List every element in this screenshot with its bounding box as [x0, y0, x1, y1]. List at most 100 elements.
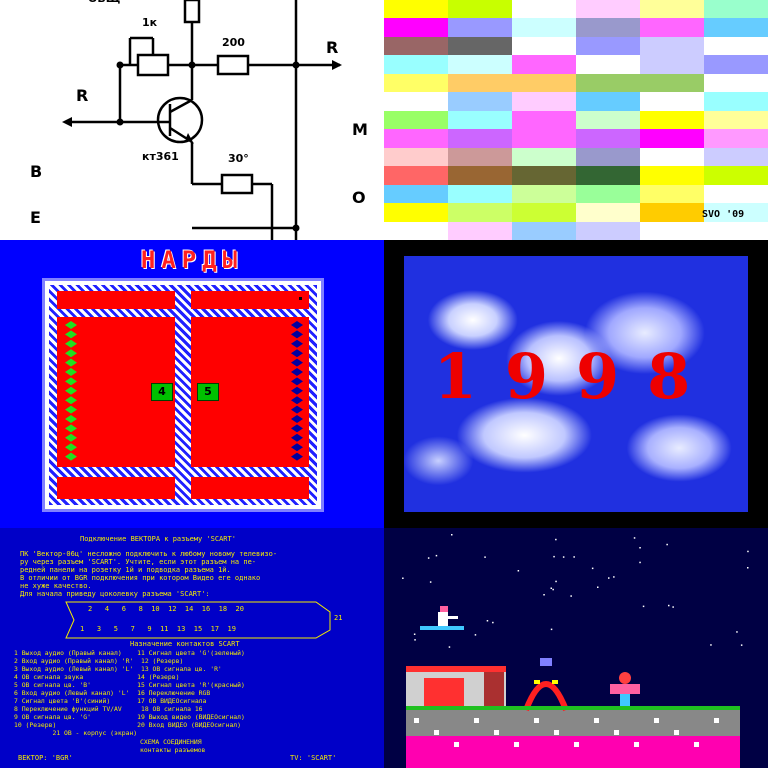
- palette-swatch[interactable]: [448, 92, 512, 111]
- blue-checker-stack[interactable]: [291, 321, 303, 461]
- green-checker: [65, 368, 77, 376]
- palette-swatch[interactable]: [640, 18, 704, 37]
- palette-swatch[interactable]: [640, 36, 704, 56]
- palette-swatch[interactable]: [704, 147, 768, 167]
- palette-swatch[interactable]: [384, 147, 448, 167]
- scart-pins-bottom: 1 3 5 7 9 11 13 15 17 19: [80, 625, 236, 633]
- palette-swatch[interactable]: [384, 184, 448, 204]
- palette-swatch[interactable]: [704, 55, 768, 74]
- palette-swatch[interactable]: [384, 73, 448, 93]
- palette-swatch[interactable]: [576, 73, 640, 93]
- palette-signature: SVO '09: [702, 209, 745, 220]
- palette-swatch[interactable]: [640, 92, 704, 111]
- palette-swatch[interactable]: [448, 129, 512, 148]
- palette-swatch[interactable]: [448, 221, 512, 240]
- palette-swatch[interactable]: [576, 92, 640, 111]
- player-on-carpet[interactable]: [420, 606, 464, 630]
- palette-swatch[interactable]: [448, 184, 512, 204]
- star: [639, 547, 641, 549]
- palette-swatch[interactable]: [704, 203, 768, 222]
- palette-swatch[interactable]: [704, 0, 768, 19]
- brick-house: [406, 666, 506, 710]
- palette-swatch[interactable]: [704, 166, 768, 185]
- manual-paragraph: ПК 'Вектор-06ц' несложно подключить к лю…: [20, 550, 278, 598]
- palette-swatch[interactable]: [384, 166, 448, 185]
- palette-swatch[interactable]: [576, 221, 640, 240]
- palette-swatch[interactable]: [640, 203, 704, 222]
- palette-swatch[interactable]: [384, 92, 448, 111]
- ground-block: [574, 742, 579, 747]
- palette-swatch[interactable]: [448, 0, 512, 19]
- palette-swatch[interactable]: [512, 0, 576, 19]
- die-2[interactable]: 5: [197, 383, 219, 401]
- palette-swatch[interactable]: [512, 184, 576, 204]
- palette-swatch[interactable]: [640, 166, 704, 185]
- palette-swatch[interactable]: [512, 18, 576, 37]
- palette-swatch[interactable]: [384, 0, 448, 19]
- palette-swatch[interactable]: [704, 73, 768, 93]
- palette-swatch[interactable]: [384, 18, 448, 37]
- palette-swatch[interactable]: [640, 55, 704, 74]
- palette-swatch[interactable]: [512, 73, 576, 93]
- palette-swatch[interactable]: [448, 55, 512, 74]
- manual-heading: Подключение ВЕКТОРА к разъему 'SCART': [80, 535, 236, 543]
- palette-swatch[interactable]: [704, 36, 768, 56]
- palette-swatch[interactable]: [576, 203, 640, 222]
- green-checker-stack[interactable]: [65, 321, 77, 461]
- palette-swatch[interactable]: [704, 129, 768, 148]
- palette-swatch[interactable]: [640, 147, 704, 167]
- blue-checker: [291, 405, 303, 414]
- palette-swatch[interactable]: [384, 129, 448, 148]
- palette-swatch[interactable]: [576, 110, 640, 130]
- palette-swatch[interactable]: [576, 0, 640, 19]
- palette-swatch[interactable]: [448, 110, 512, 130]
- palette-swatch[interactable]: [512, 92, 576, 111]
- green-checker: [65, 433, 77, 442]
- palette-swatch[interactable]: [512, 147, 576, 167]
- palette-swatch[interactable]: [704, 110, 768, 130]
- palette-swatch[interactable]: [640, 184, 704, 204]
- label-r-right: R: [326, 38, 339, 57]
- palette-swatch[interactable]: [448, 73, 512, 93]
- palette-swatch[interactable]: [512, 110, 576, 130]
- palette-swatch[interactable]: [448, 203, 512, 222]
- palette-swatch[interactable]: [512, 55, 576, 74]
- palette-swatch[interactable]: [448, 36, 512, 56]
- year-title: 1998: [433, 340, 719, 413]
- palette-swatch[interactable]: [640, 129, 704, 148]
- palette-swatch[interactable]: [512, 129, 576, 148]
- palette-swatch[interactable]: [640, 73, 704, 93]
- palette-swatch[interactable]: [384, 221, 448, 240]
- palette-swatch[interactable]: [384, 55, 448, 74]
- label-30: 30°: [228, 152, 249, 165]
- checkers: [65, 321, 303, 461]
- palette-swatch[interactable]: [704, 18, 768, 37]
- palette-swatch[interactable]: [512, 166, 576, 185]
- die-1[interactable]: 4: [151, 383, 173, 401]
- green-checker: [65, 358, 77, 367]
- palette-swatch[interactable]: [704, 221, 768, 240]
- palette-swatch[interactable]: [576, 36, 640, 56]
- star: [553, 555, 555, 558]
- palette-swatch[interactable]: [576, 147, 640, 167]
- palette-swatch[interactable]: [704, 184, 768, 204]
- palette-swatch[interactable]: [576, 184, 640, 204]
- palette-swatch[interactable]: [512, 36, 576, 56]
- palette-swatch[interactable]: [576, 129, 640, 148]
- palette-swatch[interactable]: [704, 92, 768, 111]
- palette-swatch[interactable]: [576, 55, 640, 74]
- palette-swatch[interactable]: [448, 18, 512, 37]
- palette-swatch[interactable]: [640, 221, 704, 240]
- palette-swatch[interactable]: [384, 110, 448, 130]
- palette-swatch[interactable]: [448, 147, 512, 167]
- palette-swatch[interactable]: [512, 221, 576, 240]
- arch-monster[interactable]: [523, 658, 569, 712]
- palette-swatch[interactable]: [576, 18, 640, 37]
- palette-swatch[interactable]: [640, 110, 704, 130]
- palette-swatch[interactable]: [384, 203, 448, 222]
- palette-swatch[interactable]: [640, 0, 704, 19]
- palette-swatch[interactable]: [576, 166, 640, 185]
- palette-swatch[interactable]: [512, 203, 576, 222]
- palette-swatch[interactable]: [384, 36, 448, 56]
- palette-swatch[interactable]: [448, 166, 512, 185]
